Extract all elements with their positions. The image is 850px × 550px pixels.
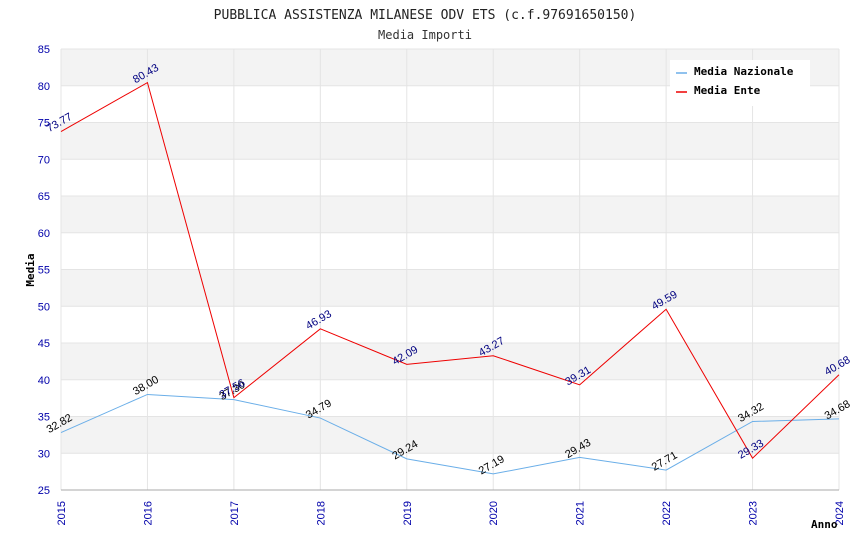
y-tick-label: 45 [38,338,50,350]
grid-band [61,122,839,160]
x-tick-label: 2017 [229,501,241,525]
background-bands [61,49,839,454]
legend-box [670,60,810,106]
y-tick-label: 70 [38,154,50,166]
gridlines [60,48,840,491]
series-group [60,81,840,475]
series-line-media-ente [60,81,840,459]
x-tick-label: 2022 [661,501,673,525]
y-tick-label: 85 [38,44,50,56]
grid-band [61,269,839,307]
y-axis-ticks: 25 30 35 40 45 50 55 60 65 70 75 80 85 [38,44,50,497]
legend-label-media-nazionale: Media Nazionale [694,65,794,78]
y-tick-label: 50 [38,301,50,313]
grid-band [61,416,839,454]
y-tick-label: 30 [38,448,50,460]
x-axis-label: Anno [811,518,838,531]
x-tick-label: 2018 [315,501,327,525]
x-tick-label: 2016 [142,501,154,525]
x-tick-label: 2020 [488,501,500,525]
y-tick-label: 60 [38,228,50,240]
y-tick-label: 40 [38,375,50,387]
x-tick-label: 2019 [402,501,414,525]
x-tick-label: 2015 [56,501,68,525]
x-tick-label: 2024 [834,501,846,525]
y-tick-label: 75 [38,118,50,130]
series-line-media-nazionale [60,393,840,475]
data-label: 46.93 [304,308,334,332]
x-axis-ticks: 2015 2016 2017 2018 2019 2020 2021 2022 2023 2024 [56,501,846,525]
y-tick-label: 65 [38,191,50,203]
x-tick-label: 2021 [575,501,587,525]
x-tick-label: 2023 [748,501,760,525]
y-tick-label: 55 [38,265,50,277]
legend-label-media-ente: Media Ente [694,84,761,97]
grid-band [61,343,839,380]
legend: Media Nazionale Media Ente [670,60,810,106]
chart-title: PUBBLICA ASSISTENZA MILANESE ODV ETS (c.… [214,8,637,23]
y-tick-label: 80 [38,81,50,93]
grid-band [61,196,839,233]
y-tick-label: 25 [38,485,50,497]
y-axis-label: Media [24,253,37,286]
y-tick-label: 35 [38,412,50,424]
chart-subtitle: Media Importi [378,28,472,42]
